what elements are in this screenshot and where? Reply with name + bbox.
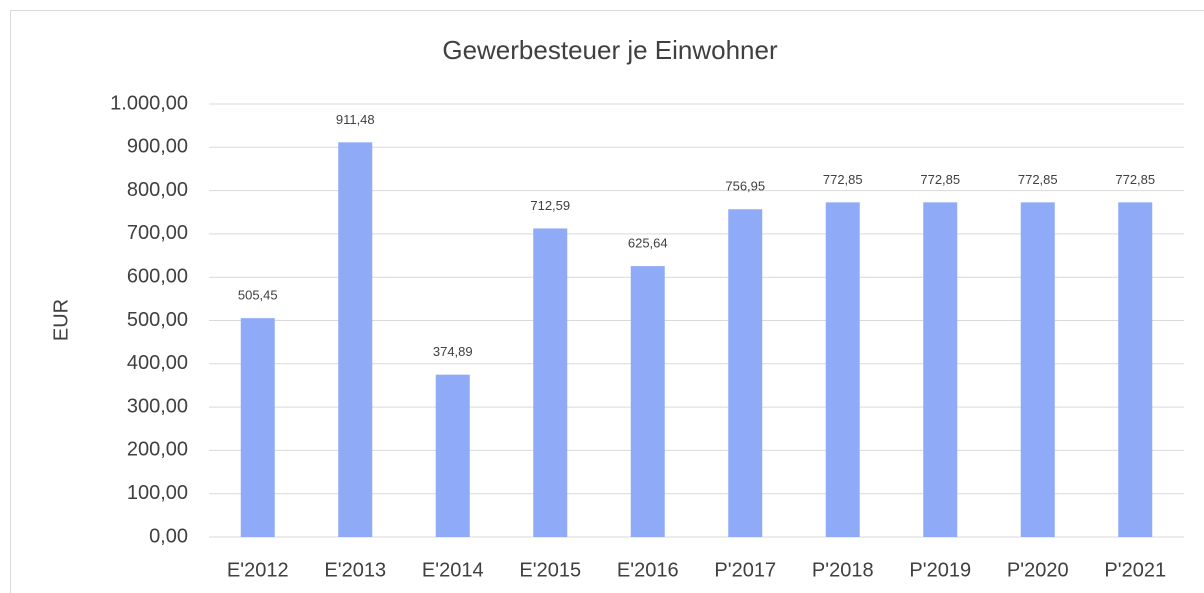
y-tick-label: 100,00 [127,482,188,504]
y-tick-label: 700,00 [127,222,188,244]
data-label: 505,45 [238,288,278,303]
bar [728,209,763,537]
data-label: 712,59 [530,198,570,213]
data-label: 374,89 [433,344,473,359]
data-label: 772,85 [1115,172,1155,187]
x-tick-label: P'2017 [714,559,776,581]
y-axis-label: EUR [50,299,72,341]
bar [825,202,860,537]
data-label: 772,85 [1018,172,1058,187]
bar [923,202,958,537]
x-tick-label: P'2021 [1104,559,1166,581]
bar [338,142,373,537]
y-tick-label: 0,00 [149,525,188,547]
x-tick-label: E'2012 [227,559,289,581]
x-tick-label: E'2014 [422,559,484,581]
data-label: 625,64 [628,236,668,251]
chart-border [10,10,1204,593]
x-tick-label: E'2015 [519,559,581,581]
x-tick-label: P'2018 [812,559,874,581]
data-label: 772,85 [823,172,863,187]
bar [240,318,275,537]
x-tick-label: E'2016 [617,559,679,581]
data-label: 772,85 [920,172,960,187]
data-label: 756,95 [725,179,765,194]
bar [630,266,665,537]
bar [533,228,568,537]
y-tick-label: 1.000,00 [110,92,188,114]
chart-title: Gewerbesteuer je Einwohner [442,35,778,65]
x-tick-label: P'2020 [1007,559,1069,581]
y-tick-label: 800,00 [127,179,188,201]
y-tick-label: 500,00 [127,309,188,331]
y-tick-label: 200,00 [127,439,188,461]
bar [435,374,470,537]
bar [1020,202,1055,537]
bar [1118,202,1153,537]
y-tick-label: 300,00 [127,395,188,417]
x-tick-label: E'2013 [324,559,386,581]
x-tick-label: P'2019 [909,559,971,581]
y-tick-label: 400,00 [127,352,188,374]
y-tick-label: 900,00 [127,136,188,158]
y-tick-label: 600,00 [127,265,188,287]
data-label: 911,48 [336,112,375,127]
